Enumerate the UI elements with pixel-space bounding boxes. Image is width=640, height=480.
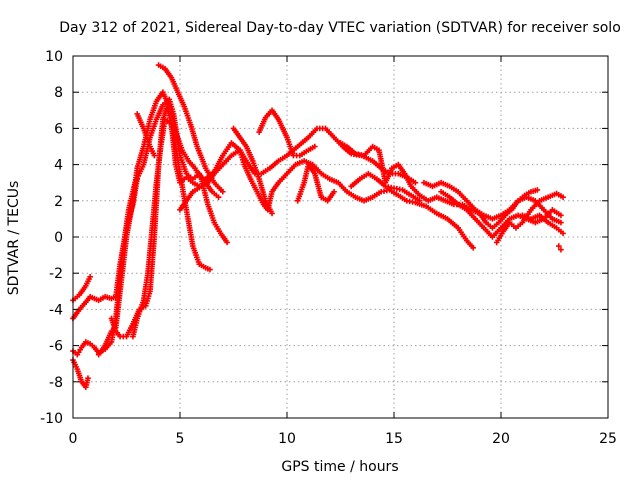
data-point — [85, 375, 91, 381]
y-axis-label: SDTVAR / TECUs — [6, 181, 22, 296]
axis-ticks — [72, 55, 609, 419]
y-tick-label: 10 — [45, 49, 63, 65]
data-series — [70, 62, 566, 391]
y-tick-label: 6 — [54, 121, 63, 137]
data-point — [312, 143, 318, 150]
data-point — [220, 188, 226, 195]
data-point — [416, 198, 423, 204]
y-tick-label: -8 — [49, 375, 63, 391]
data-point — [87, 274, 93, 280]
y-tick-label: -4 — [49, 302, 63, 318]
data-point — [558, 246, 564, 253]
x-tick-label: 15 — [385, 431, 403, 447]
data-point — [151, 152, 158, 159]
x-tick-label: 20 — [492, 431, 510, 447]
y-axis-tick-labels: -10 -8 -6 -4 -2 0 2 4 6 8 10 — [40, 49, 63, 427]
x-tick-label: 0 — [69, 431, 78, 447]
data-point — [534, 187, 541, 193]
data-point — [224, 239, 230, 246]
series-track-12 — [230, 125, 275, 217]
y-tick-label: 8 — [54, 85, 63, 101]
data-point — [269, 210, 275, 217]
data-point — [207, 266, 213, 273]
data-point — [215, 194, 222, 200]
series-track-21 — [555, 243, 564, 253]
data-point — [555, 243, 562, 249]
chart-title: Day 312 of 2021, Sidereal Day-to-day VTE… — [59, 20, 621, 36]
y-tick-label: -2 — [49, 266, 63, 282]
data-point — [331, 188, 337, 195]
series-track-18 — [438, 188, 564, 240]
series-track-14 — [294, 161, 337, 204]
series-track-19 — [493, 190, 566, 246]
data-point — [560, 230, 566, 237]
series-track-20 — [519, 212, 566, 237]
y-tick-label: 2 — [54, 194, 63, 210]
series-track-13 — [256, 107, 318, 159]
series-track-16 — [348, 170, 423, 204]
data-point — [412, 179, 419, 186]
data-point — [558, 212, 564, 219]
x-axis-label: GPS time / hours — [281, 459, 398, 475]
series-track-17 — [421, 179, 564, 226]
y-tick-label: 4 — [54, 158, 63, 174]
x-tick-label: 25 — [599, 431, 617, 447]
series-track-8 — [134, 111, 158, 159]
data-point — [558, 219, 564, 226]
data-point — [560, 194, 566, 200]
y-tick-label: 0 — [54, 230, 63, 246]
series-track-1 — [70, 274, 93, 304]
x-tick-label: 5 — [176, 431, 185, 447]
x-axis-tick-labels: 0 5 10 15 20 25 — [69, 431, 617, 447]
y-tick-label: -6 — [49, 339, 63, 355]
data-point — [470, 245, 476, 251]
y-tick-label: -10 — [40, 411, 63, 427]
x-tick-label: 10 — [278, 431, 296, 447]
